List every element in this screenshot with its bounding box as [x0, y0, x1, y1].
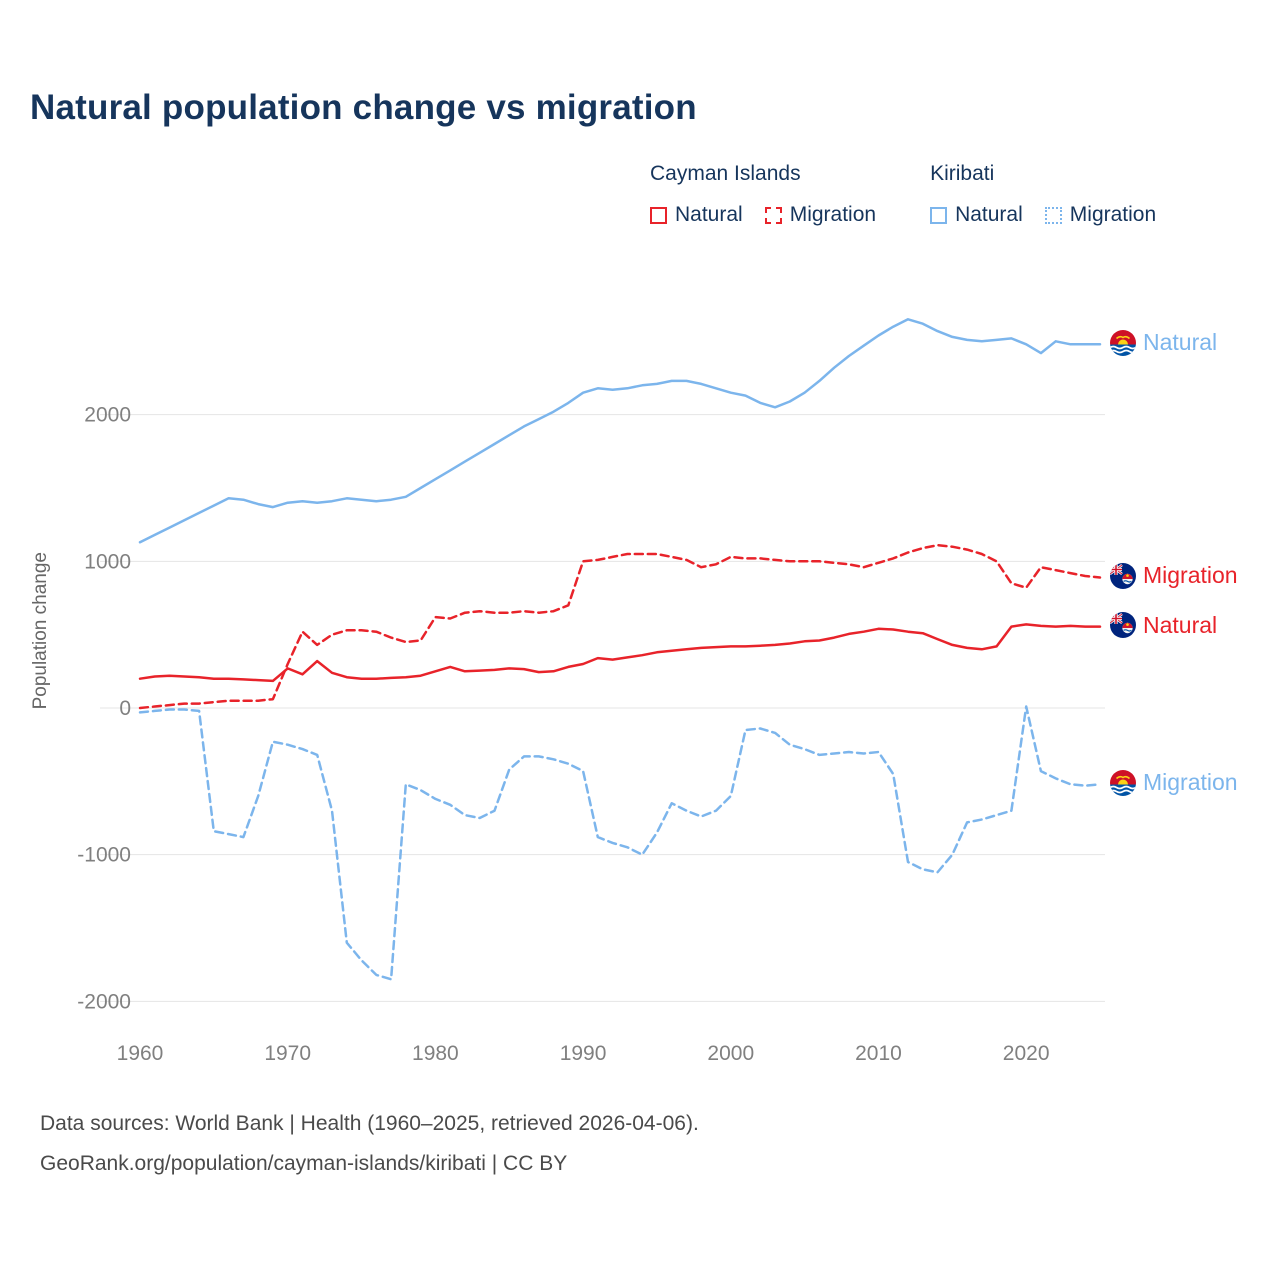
- chart-title: Natural population change vs migration: [30, 88, 697, 127]
- legend-item-label: Migration: [789, 203, 877, 226]
- footer-attribution: GeoRank.org/population/cayman-islands/ki…: [40, 1152, 568, 1175]
- series-end-label-cayman-islands-migration: Migration: [1110, 562, 1238, 589]
- legend-group-cayman-islands: Cayman Islands Natural Migration: [650, 162, 876, 227]
- series-end-label-text: Migration: [1143, 769, 1238, 796]
- y-tick-label: 0: [119, 697, 131, 720]
- kiribati-flag-icon: [1110, 769, 1136, 796]
- kiribati-flag-icon: [1110, 329, 1136, 356]
- cayman-islands-flag-icon: [1110, 562, 1136, 589]
- legend-item-cayman-migration: Migration: [764, 203, 877, 227]
- legend-group-title: Kiribati: [930, 162, 995, 185]
- legend: Cayman Islands Natural Migration Kiribat…: [650, 162, 1210, 227]
- series-end-label-text: Migration: [1143, 562, 1238, 589]
- legend-item-kiribati-natural: Natural: [930, 203, 1023, 227]
- legend-group-kiribati: Kiribati Natural Migration: [930, 162, 1156, 227]
- legend-swatch-solid-blue: [930, 206, 948, 224]
- legend-item-cayman-natural: Natural: [650, 203, 743, 227]
- x-tick-label: 1980: [412, 1042, 459, 1065]
- y-tick-label: 1000: [84, 550, 131, 573]
- x-tick-label: 1990: [560, 1042, 607, 1065]
- footer: Data sources: World Bank | Health (1960–…: [40, 1104, 699, 1184]
- footer-data-sources: Data sources: World Bank | Health (1960–…: [40, 1112, 699, 1135]
- series-line-kiribati-natural: [138, 318, 1102, 544]
- x-tick-label: 2000: [707, 1042, 754, 1065]
- x-tick-label: 1960: [117, 1042, 164, 1065]
- series-line-kiribati-migration: [138, 705, 1102, 981]
- legend-group-title: Cayman Islands: [650, 162, 801, 185]
- x-tick-label: 1970: [264, 1042, 311, 1065]
- series-end-label-text: Natural: [1143, 611, 1218, 638]
- legend-swatch-dashed-red: [764, 206, 782, 224]
- y-tick-label: 2000: [84, 404, 131, 427]
- legend-item-label: Natural: [955, 203, 1023, 226]
- legend-item-kiribati-migration: Migration: [1044, 203, 1157, 227]
- series-line-cayman-islands-natural: [138, 623, 1102, 683]
- series-end-label-cayman-islands-natural: Natural: [1110, 612, 1217, 639]
- series-end-label-kiribati-migration: Migration: [1110, 769, 1238, 796]
- series-end-label-kiribati-natural: Natural: [1110, 329, 1217, 356]
- legend-swatch-solid-red: [650, 206, 667, 224]
- legend-swatch-dotted-blue: [1044, 206, 1062, 224]
- cayman-islands-flag-icon: [1110, 612, 1136, 639]
- series-end-label-text: Natural: [1143, 329, 1218, 356]
- series-line-cayman-islands-migration: [138, 543, 1102, 710]
- legend-item-label: Migration: [1069, 203, 1157, 226]
- x-tick-label: 2020: [1003, 1042, 1050, 1065]
- x-tick-label: 2010: [855, 1042, 902, 1065]
- y-tick-label: -2000: [77, 990, 131, 1013]
- legend-item-label: Natural: [675, 203, 743, 226]
- y-tick-label: -1000: [77, 844, 131, 867]
